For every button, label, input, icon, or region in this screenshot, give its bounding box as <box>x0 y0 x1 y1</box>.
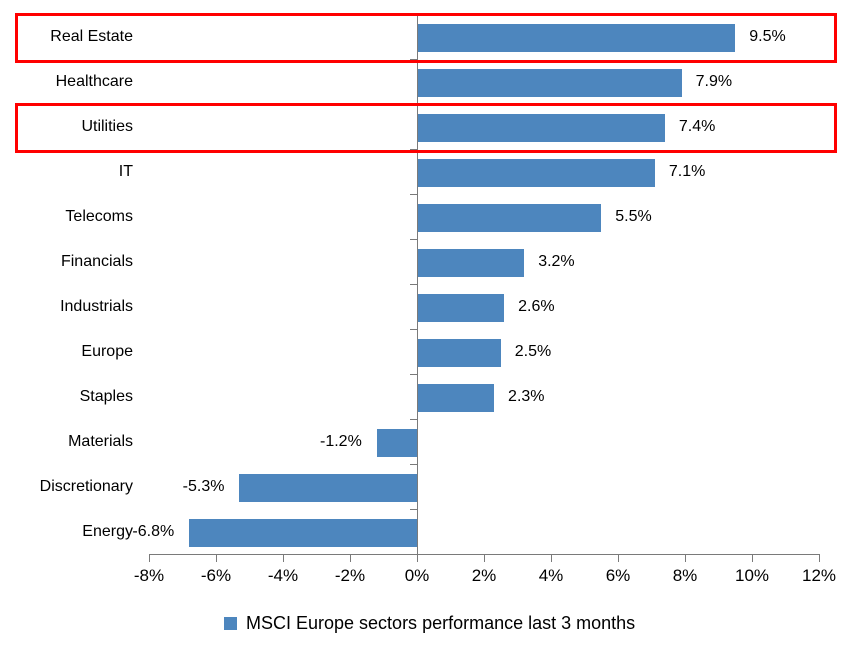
category-label: Telecoms <box>65 208 133 225</box>
bar <box>417 384 495 412</box>
x-axis-tick-label: 0% <box>404 566 430 585</box>
value-label: 3.2% <box>538 253 575 270</box>
x-axis-tick <box>149 554 150 562</box>
bar <box>417 24 736 52</box>
category-axis-tick <box>410 14 417 15</box>
x-axis-tick <box>551 554 552 562</box>
category-axis-tick <box>410 194 417 195</box>
x-axis-tick <box>216 554 217 562</box>
category-label: IT <box>118 163 133 180</box>
category-label: Healthcare <box>55 73 133 90</box>
category-axis-tick <box>410 149 417 150</box>
x-axis-tick-label: 10% <box>734 566 770 585</box>
category-label: Energy <box>82 523 133 540</box>
value-label: 5.5% <box>615 208 652 225</box>
value-label: 7.9% <box>695 73 733 90</box>
value-label: 7.1% <box>668 163 706 180</box>
x-axis-tick-label: -4% <box>267 566 299 585</box>
category-axis-tick <box>410 59 417 60</box>
category-axis-tick <box>410 374 417 375</box>
x-axis-tick-label: 8% <box>672 566 698 585</box>
value-label: 2.5% <box>514 343 552 360</box>
category-axis-tick <box>410 104 417 105</box>
x-axis-tick <box>685 554 686 562</box>
bar <box>417 339 501 367</box>
category-axis-tick <box>410 509 417 510</box>
x-axis-tick <box>618 554 619 562</box>
x-axis-tick-label: -8% <box>133 566 165 585</box>
category-axis-tick <box>410 329 417 330</box>
value-label: -1.2% <box>320 433 362 450</box>
x-axis-tick <box>819 554 820 562</box>
x-axis-tick <box>484 554 485 562</box>
value-label: 2.6% <box>518 298 555 315</box>
category-label: Europe <box>81 343 133 360</box>
value-label: -5.3% <box>182 478 225 495</box>
category-label: Financials <box>60 253 133 270</box>
bar <box>417 204 602 232</box>
value-label: -6.8% <box>132 523 175 540</box>
category-axis-tick <box>410 284 417 285</box>
bar <box>239 474 417 502</box>
category-label: Materials <box>68 433 133 450</box>
category-axis-tick <box>410 464 417 465</box>
category-label: Staples <box>79 388 133 405</box>
category-label: Industrials <box>60 298 133 315</box>
bar <box>376 429 417 457</box>
category-axis-tick <box>410 419 417 420</box>
bar <box>417 69 682 97</box>
bar <box>417 159 655 187</box>
x-axis-tick-label: -6% <box>200 566 232 585</box>
bar <box>417 114 665 142</box>
category-label: Real Estate <box>50 28 133 45</box>
value-label: 7.4% <box>678 118 716 135</box>
legend-label: MSCI Europe sectors performance last 3 m… <box>246 613 636 633</box>
category-label: Utilities <box>81 118 133 135</box>
x-axis-tick-label: 12% <box>801 566 837 585</box>
bar <box>189 519 417 547</box>
x-axis-tick <box>283 554 284 562</box>
x-axis-tick-label: 2% <box>471 566 497 585</box>
category-axis-tick <box>410 239 417 240</box>
x-axis-tick <box>350 554 351 562</box>
bar <box>417 249 525 277</box>
x-axis-tick-label: -2% <box>334 566 366 585</box>
value-label: 2.3% <box>508 388 545 405</box>
bar <box>417 294 505 322</box>
legend-swatch <box>224 617 237 630</box>
x-axis-tick <box>752 554 753 562</box>
x-axis-tick-label: 6% <box>605 566 631 585</box>
chart-legend: MSCI Europe sectors performance last 3 m… <box>224 613 635 634</box>
x-axis-tick <box>417 554 418 562</box>
value-label: 9.5% <box>749 28 786 45</box>
y-axis-line <box>417 14 418 555</box>
x-axis-tick-label: 4% <box>538 566 564 585</box>
category-label: Discretionary <box>39 478 133 495</box>
